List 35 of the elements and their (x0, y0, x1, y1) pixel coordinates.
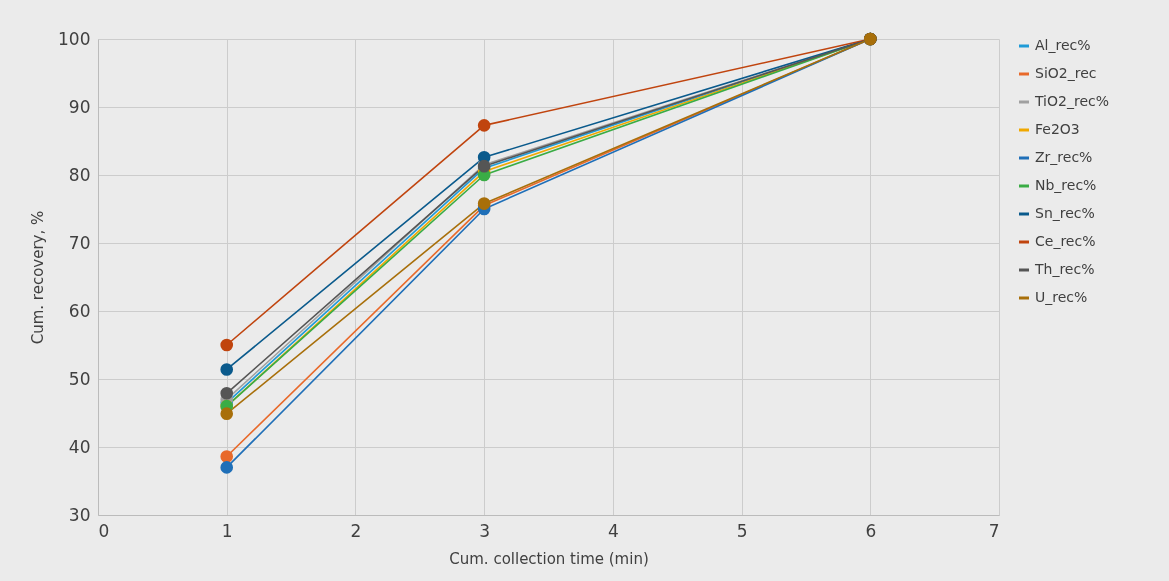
legend-label: TiO2_rec% (1034, 93, 1109, 109)
legend-label: Al_rec% (1035, 37, 1091, 53)
legend-label: SiO2_rec (1035, 65, 1097, 81)
x-axis-title: Cum. collection time (min) (449, 549, 649, 568)
x-tick-label: 6 (865, 520, 877, 541)
point (220, 386, 234, 400)
x-tick-label: 4 (607, 520, 619, 541)
y-tick-label: 90 (68, 96, 91, 117)
point (220, 338, 234, 352)
x-tick-label: 1 (221, 520, 233, 541)
point (477, 119, 491, 132)
legend-label: Nb_rec% (1035, 177, 1097, 193)
y-tick-label: 100 (58, 28, 91, 49)
x-tick-label: 3 (479, 520, 491, 541)
legend-label: Th_rec% (1034, 261, 1095, 277)
y-tick-label: 50 (68, 368, 91, 389)
point (220, 363, 234, 376)
y-tick-label: 40 (68, 436, 91, 457)
legend-label: Zr_rec% (1035, 149, 1093, 165)
point (220, 450, 234, 463)
legend-label: U_rec% (1035, 289, 1088, 305)
legend-label: Fe2O3 (1035, 121, 1080, 137)
legend-label: Sn_rec% (1035, 205, 1095, 221)
x-tick-label: 0 (98, 520, 110, 541)
point (220, 461, 234, 474)
y-tick-label: 80 (68, 164, 91, 185)
x-tick-label: 2 (350, 520, 362, 541)
y-tick-label: 70 (68, 232, 91, 253)
x-tick-label: 5 (736, 520, 748, 541)
y-axis-title: Cum. recovery, % (29, 210, 48, 345)
point (220, 407, 234, 420)
y-tick-label: 30 (68, 504, 91, 525)
y-tick-label: 60 (68, 300, 91, 321)
x-tick-label: 7 (988, 520, 1000, 541)
legend-label: Ce_rec% (1035, 233, 1096, 249)
